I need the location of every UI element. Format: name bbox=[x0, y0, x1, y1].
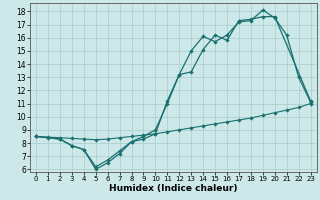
X-axis label: Humidex (Indice chaleur): Humidex (Indice chaleur) bbox=[109, 184, 237, 193]
